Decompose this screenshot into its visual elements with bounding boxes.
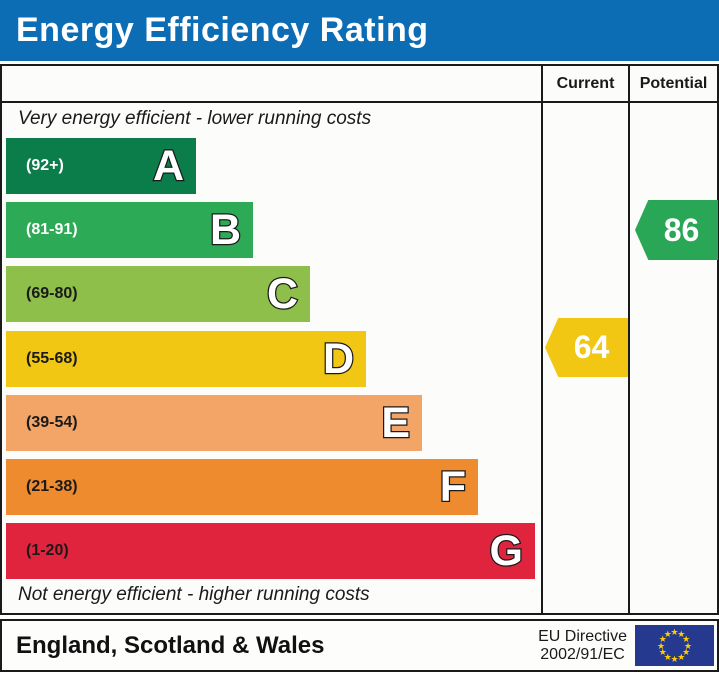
- column-header-potential: Potential: [639, 75, 708, 92]
- band-letter: G: [488, 526, 524, 577]
- eu-flag-star: ★: [663, 652, 672, 663]
- rating-table: Current Potential Very energy efficient …: [0, 64, 719, 615]
- eu-flag-star: ★: [683, 640, 693, 651]
- band-letter: A: [152, 141, 186, 192]
- band-e: (39-54) E: [6, 395, 422, 451]
- eu-flag-star: ★: [670, 627, 679, 637]
- eu-flag-star: ★: [663, 628, 672, 639]
- column-header-current: Current: [556, 75, 615, 92]
- band-letter: D: [322, 334, 356, 385]
- band-f: (21-38) F: [6, 459, 478, 515]
- eu-flag-star: ★: [682, 633, 691, 644]
- band-range-label: (81-91): [26, 221, 78, 238]
- footer: England, Scotland & Wales EU Directive 2…: [0, 619, 719, 672]
- band-letter: E: [380, 398, 411, 449]
- current-column-divider: [541, 66, 543, 613]
- eu-flag-star: ★: [656, 640, 666, 651]
- eu-flag-star: ★: [658, 633, 667, 644]
- eu-flag-star: ★: [682, 647, 691, 658]
- title-bar: Energy Efficiency Rating: [0, 0, 719, 61]
- table-header-row: [2, 66, 717, 103]
- band-range-label: (21-38): [26, 478, 78, 495]
- band-range-label: (1-20): [26, 542, 69, 559]
- band-g: (1-20) G: [6, 523, 535, 579]
- caption-not-efficient: Not energy efficient - higher running co…: [18, 584, 370, 605]
- band-range-label: (39-54): [26, 414, 78, 431]
- eu-directive-line1: EU Directive: [538, 627, 627, 645]
- band-c: (69-80) C: [6, 266, 310, 322]
- potential-column-divider: [628, 66, 630, 613]
- band-range-label: (55-68): [26, 350, 78, 367]
- potential-rating-indicator: 86: [635, 200, 718, 260]
- eu-directive-text: EU Directive 2002/91/EC: [538, 628, 627, 664]
- band-letter: B: [209, 205, 243, 256]
- current-rating-value: 64: [573, 329, 610, 365]
- band-b: (81-91) B: [6, 202, 253, 258]
- band-d: (55-68) D: [6, 331, 366, 387]
- eu-flag-star: ★: [677, 628, 686, 639]
- page-title: Energy Efficiency Rating: [16, 11, 429, 49]
- eu-flag-star: ★: [658, 647, 667, 658]
- band-a: (92+) A: [6, 138, 196, 194]
- band-letter: F: [438, 462, 467, 513]
- eu-directive-line2: 2002/91/EC: [540, 645, 625, 663]
- eu-flag-star: ★: [677, 652, 686, 663]
- potential-rating-value: 86: [663, 211, 700, 248]
- eu-flag-star: ★: [670, 654, 679, 664]
- band-range-label: (69-80): [26, 285, 78, 302]
- eu-flag-icon: ★ ★ ★ ★ ★ ★ ★ ★ ★ ★ ★ ★: [635, 625, 714, 666]
- band-letter: C: [266, 269, 300, 320]
- caption-very-efficient: Very energy efficient - lower running co…: [18, 108, 372, 129]
- band-range-label: (92+): [26, 157, 64, 174]
- region-label: England, Scotland & Wales: [16, 631, 325, 659]
- current-rating-indicator: 64: [545, 318, 628, 377]
